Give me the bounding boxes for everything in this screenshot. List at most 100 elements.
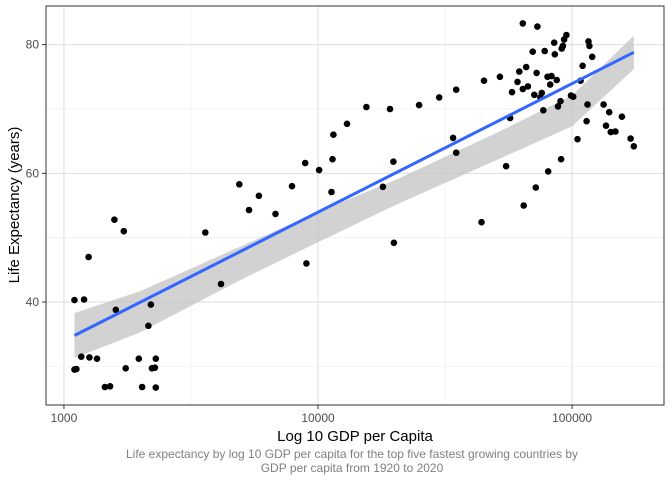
data-point (550, 39, 558, 46)
data-point (449, 134, 457, 142)
data-point (605, 108, 613, 116)
data-point (288, 182, 296, 190)
data-point (452, 86, 460, 93)
data-point (478, 218, 485, 226)
data-point (152, 384, 160, 391)
data-point (145, 322, 152, 330)
data-point (541, 47, 548, 55)
data-point (106, 383, 114, 390)
data-point (73, 365, 80, 373)
data-point (86, 354, 93, 361)
data-point (538, 89, 546, 97)
data-point (138, 383, 146, 391)
data-point (586, 42, 593, 50)
data-point (516, 68, 523, 75)
data-point (217, 280, 225, 288)
data-point (85, 253, 92, 261)
data-point (71, 296, 78, 304)
caption-line-1: Life expectancy by log 10 GDP per capita… (126, 447, 578, 461)
data-point (508, 88, 516, 96)
data-point (554, 103, 562, 110)
data-point (152, 355, 160, 363)
data-point (583, 117, 590, 125)
y-tick-label: 80 (26, 38, 40, 52)
data-point (379, 183, 387, 191)
data-point (301, 159, 309, 167)
data-point (524, 83, 532, 90)
x-axis-ticks: 1000 10000 100000 (51, 405, 592, 425)
data-point (559, 42, 567, 50)
data-point (111, 216, 118, 223)
data-point (514, 78, 521, 86)
data-point (236, 181, 243, 188)
data-point (584, 101, 591, 108)
caption-line-2: GDP per capita from 1920 to 2020 (261, 461, 444, 475)
data-point (390, 158, 397, 165)
data-point (618, 113, 626, 120)
data-point (386, 105, 394, 113)
data-point (330, 131, 337, 138)
data-point (546, 81, 554, 88)
data-point (522, 63, 530, 71)
x-axis-title: Log 10 GDP per Capita (277, 428, 433, 445)
data-point (272, 210, 279, 218)
data-point (574, 135, 581, 143)
data-point (112, 306, 120, 314)
data-point (540, 107, 547, 114)
data-point (534, 23, 541, 30)
y-tick-label: 40 (26, 295, 40, 309)
data-point (93, 355, 101, 363)
data-point (480, 77, 488, 84)
data-point (519, 85, 527, 93)
data-point (557, 155, 565, 163)
data-point (390, 239, 398, 247)
data-point (245, 206, 253, 214)
data-point (101, 383, 109, 391)
data-point (80, 296, 88, 303)
x-tick-label: 100000 (552, 411, 592, 425)
gridlines (46, 6, 664, 405)
data-point (569, 93, 577, 100)
data-point (519, 20, 527, 27)
data-point (452, 149, 460, 156)
data-point (135, 355, 143, 363)
data-point (329, 155, 336, 163)
y-axis-title: Life Expectancy (years) (6, 127, 23, 284)
data-point (531, 91, 538, 99)
data-point (202, 229, 209, 236)
confidence-ribbon (74, 35, 634, 358)
data-point (532, 184, 540, 191)
data-point (415, 101, 423, 109)
data-point (303, 260, 310, 267)
data-point (122, 365, 129, 372)
data-point (600, 101, 607, 108)
data-point (553, 76, 560, 84)
data-point (435, 94, 443, 101)
data-point (255, 192, 263, 200)
data-point (630, 143, 638, 150)
data-point (502, 162, 510, 170)
data-point (151, 364, 159, 372)
data-point (579, 62, 586, 70)
data-point (533, 69, 540, 77)
data-point (147, 301, 155, 308)
data-point (548, 72, 555, 80)
data-point (120, 227, 128, 235)
data-point (612, 128, 619, 135)
data-point (557, 97, 564, 105)
x-tick-label: 1000 (51, 411, 78, 425)
data-points (71, 20, 638, 391)
data-point (315, 166, 323, 174)
data-point (602, 122, 610, 129)
data-point (520, 202, 527, 209)
data-point (588, 53, 596, 61)
data-point (551, 51, 559, 58)
data-point (496, 73, 504, 81)
regression-line (73, 50, 635, 337)
plot-border (45, 5, 665, 406)
data-point (328, 188, 335, 196)
y-axis-ticks: 40 60 80 (26, 38, 46, 309)
data-point (363, 103, 370, 111)
data-point (343, 120, 351, 128)
data-point (78, 353, 85, 361)
